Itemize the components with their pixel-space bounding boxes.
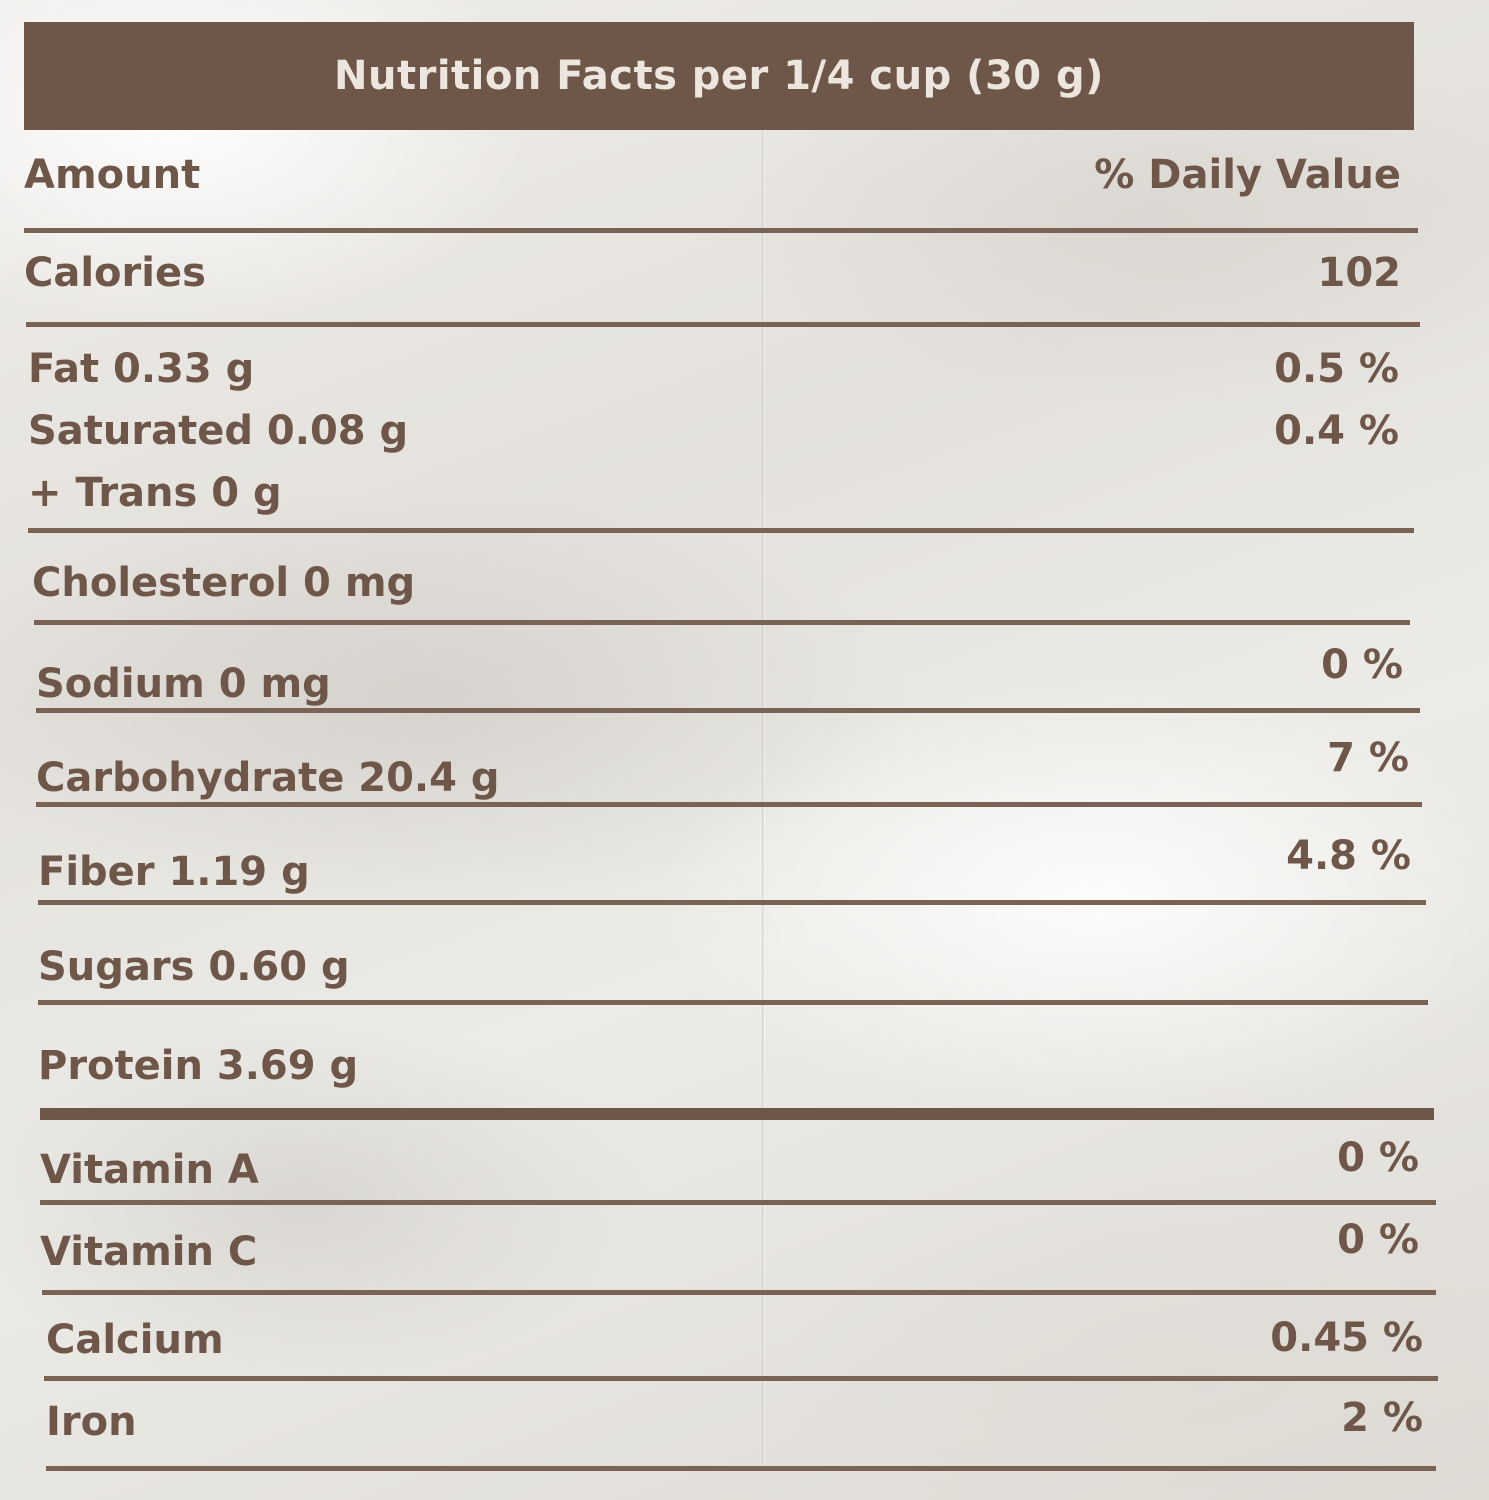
amount-heading: Amount <box>24 152 201 198</box>
divider-line <box>42 1290 1436 1295</box>
row-vitamin-c-label: Vitamin C <box>40 1229 258 1275</box>
row-calcium-value: 0.45 % <box>1270 1315 1423 1361</box>
row-sodium-label: Sodium 0 mg <box>36 661 331 707</box>
row-saturated-label: Saturated 0.08 g <box>28 408 409 454</box>
row-iron-value: 2 % <box>1341 1395 1423 1441</box>
row-calories-value: 102 <box>1317 250 1402 296</box>
row-calcium-label: Calcium <box>46 1317 224 1363</box>
daily-value-heading: % Daily Value <box>1094 152 1401 198</box>
divider-line <box>44 1376 1438 1381</box>
nutrition-header-bar: Nutrition Facts per 1/4 cup (30 g) <box>24 22 1414 130</box>
divider-line <box>38 1000 1428 1005</box>
divider-line <box>40 1200 1436 1205</box>
divider-line <box>38 900 1426 905</box>
paper-crease <box>762 130 765 1470</box>
thick-divider-line <box>40 1108 1434 1120</box>
row-vitamin-a-value: 0 % <box>1337 1135 1419 1181</box>
row-fat-label: Fat 0.33 g <box>28 346 255 392</box>
row-vitamin-c-value: 0 % <box>1337 1217 1419 1263</box>
row-carbohydrate-label: Carbohydrate 20.4 g <box>36 755 500 801</box>
row-iron-label: Iron <box>46 1399 137 1445</box>
row-cholesterol-label: Cholesterol 0 mg <box>32 560 416 606</box>
divider-line <box>26 322 1420 327</box>
divider-line <box>28 528 1414 533</box>
row-protein-label: Protein 3.69 g <box>38 1043 359 1089</box>
divider-line <box>36 708 1420 713</box>
divider-line <box>36 802 1422 807</box>
row-saturated-value: 0.4 % <box>1274 408 1399 454</box>
row-calories-label: Calories <box>24 250 206 296</box>
nutrition-title: Nutrition Facts per 1/4 cup (30 g) <box>334 53 1104 99</box>
row-vitamin-a-label: Vitamin A <box>40 1147 259 1193</box>
row-fiber-label: Fiber 1.19 g <box>38 849 310 895</box>
divider-line <box>46 1466 1436 1471</box>
row-fat-value: 0.5 % <box>1274 346 1399 392</box>
row-sodium-value: 0 % <box>1321 642 1403 688</box>
divider-line <box>34 620 1410 625</box>
row-carbohydrate-value: 7 % <box>1327 735 1409 781</box>
divider-line <box>24 228 1418 233</box>
row-fiber-value: 4.8 % <box>1286 833 1411 879</box>
row-trans-label: + Trans 0 g <box>28 470 282 516</box>
row-sugars-label: Sugars 0.60 g <box>38 944 350 990</box>
